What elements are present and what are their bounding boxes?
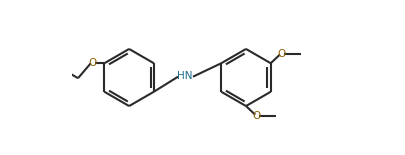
Text: O: O bbox=[253, 111, 261, 121]
Text: HN: HN bbox=[177, 71, 193, 81]
Text: O: O bbox=[277, 49, 286, 59]
Text: O: O bbox=[89, 58, 97, 68]
